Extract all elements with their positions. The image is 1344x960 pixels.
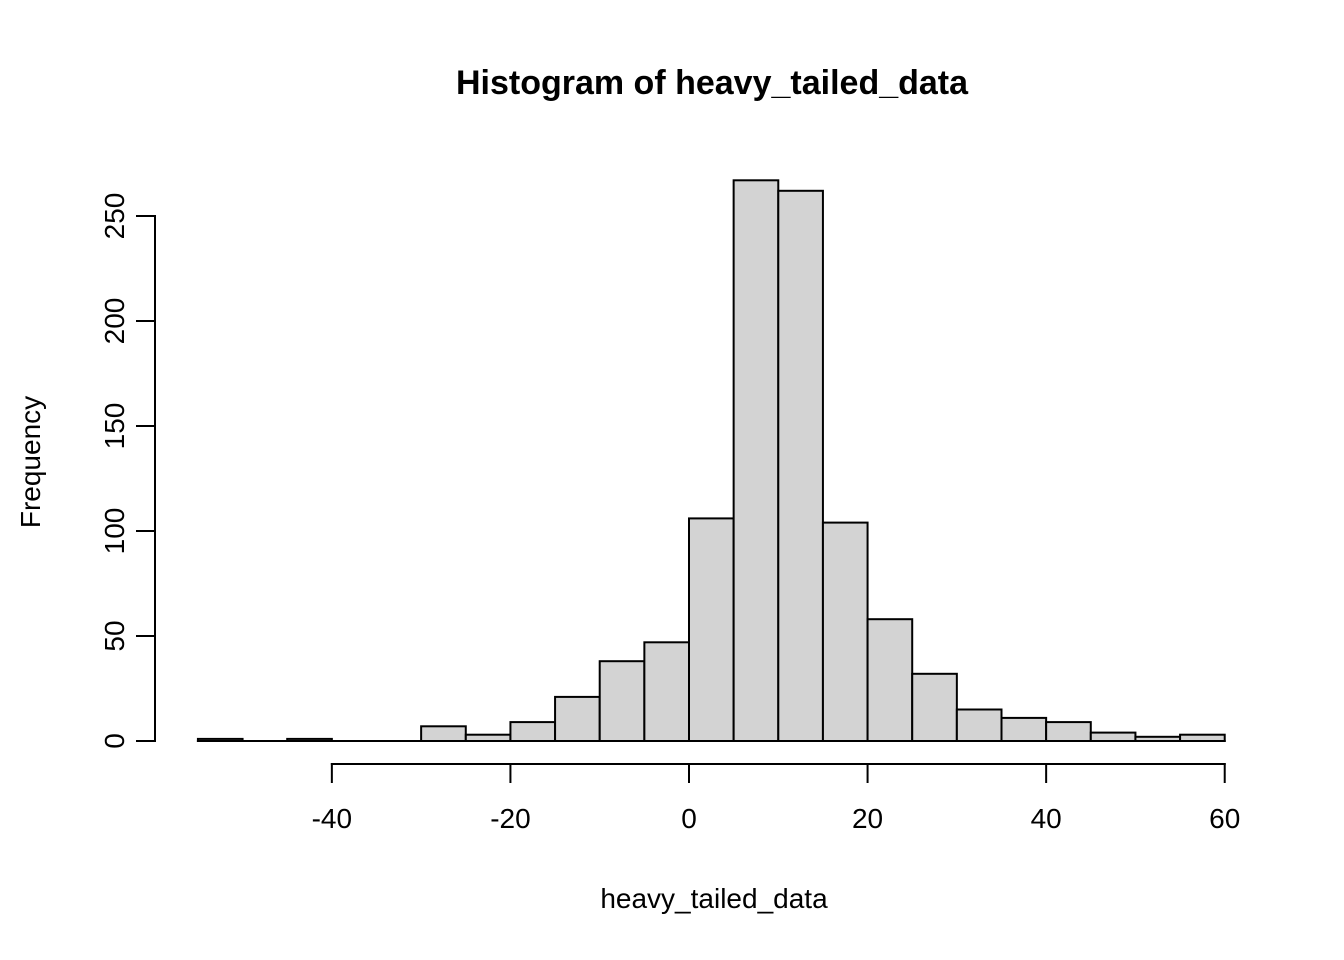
histogram-bar xyxy=(911,672,958,742)
y-tick-label: 100 xyxy=(99,508,130,555)
x-axis-title: heavy_tailed_data xyxy=(600,883,828,914)
histogram-bar xyxy=(955,708,1003,742)
histogram-bars xyxy=(196,179,1226,743)
x-tick-label: 20 xyxy=(852,803,883,834)
x-tick-label: 0 xyxy=(681,803,697,834)
histogram-bar xyxy=(643,641,690,742)
histogram-bar xyxy=(464,733,512,743)
histogram-bar xyxy=(1134,735,1182,742)
histogram-bar xyxy=(688,517,735,743)
x-tick-label: -40 xyxy=(312,803,352,834)
y-tick-label: 0 xyxy=(99,733,130,749)
histogram-bar xyxy=(598,660,646,743)
histogram-bar xyxy=(196,737,244,743)
histogram-bar xyxy=(821,521,869,742)
y-axis-title: Frequency xyxy=(15,396,46,528)
histogram-bar xyxy=(554,695,601,743)
histogram-bar xyxy=(732,179,780,743)
histogram-bar xyxy=(1045,721,1092,742)
y-axis: 0 50 100 150 200 250 xyxy=(99,193,156,749)
histogram-bar xyxy=(1000,716,1048,743)
y-tick-label: 200 xyxy=(99,298,130,345)
histogram-bar xyxy=(420,725,467,742)
histogram-bar xyxy=(866,618,914,743)
x-tick-label: -20 xyxy=(490,803,530,834)
y-tick-label: 50 xyxy=(99,620,130,651)
chart-title: Histogram of heavy_tailed_data xyxy=(456,64,969,102)
y-tick-label: 250 xyxy=(99,193,130,240)
histogram-bar xyxy=(286,737,333,743)
histogram-bar xyxy=(777,189,824,743)
histogram-bar xyxy=(1089,731,1137,742)
y-tick-label: 150 xyxy=(99,403,130,450)
x-tick-label: 60 xyxy=(1209,803,1240,834)
x-axis: -40 -20 0 20 40 60 xyxy=(312,763,1240,834)
histogram-bar xyxy=(509,721,557,742)
histogram-bar xyxy=(1179,733,1226,743)
x-tick-label: 40 xyxy=(1031,803,1062,834)
